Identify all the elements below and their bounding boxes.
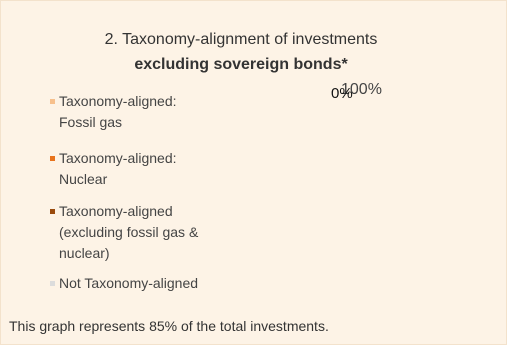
footnote: This graph represents 85% of the total i… — [9, 318, 329, 334]
legend-label: Not Taxonomy-aligned — [59, 275, 199, 291]
legend-label: Taxonomy-aligned: — [59, 93, 177, 109]
legend-marker — [50, 156, 55, 161]
legend-label: Fossil gas — [59, 114, 123, 130]
legend-marker — [50, 281, 55, 286]
graph-label: 0% — [331, 85, 353, 102]
legend-label: Taxonomy-aligned: — [59, 150, 177, 166]
legend-label: nuclear) — [59, 245, 110, 261]
legend-marker — [50, 99, 55, 104]
legend-label: Nuclear — [59, 171, 108, 187]
subtitle: excluding sovereign bonds* — [134, 56, 348, 73]
title: 2. Taxonomy-alignment of investments — [104, 31, 378, 48]
legend-label: Taxonomy-aligned — [59, 203, 173, 219]
legend-marker — [50, 209, 55, 214]
graph-label: 100% — [341, 81, 382, 98]
legend-label: (excluding fossil gas & — [59, 224, 199, 240]
